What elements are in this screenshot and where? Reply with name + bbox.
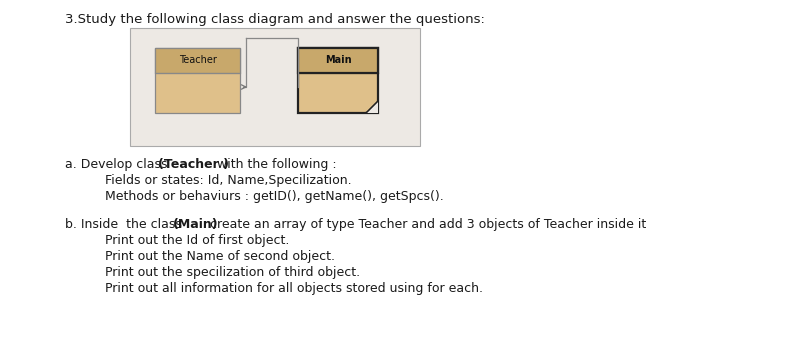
Text: a. Develop class: a. Develop class [65,158,175,171]
Text: create an array of type Teacher and add 3 objects of Teacher inside it: create an array of type Teacher and add … [206,218,646,231]
Text: Print out the Name of second object.: Print out the Name of second object. [105,250,335,263]
Text: Methods or behaviurs : getID(), getName(), getSpcs().: Methods or behaviurs : getID(), getName(… [105,190,444,203]
Text: Print out the Id of first object.: Print out the Id of first object. [105,234,290,247]
Text: Teacher: Teacher [178,55,217,65]
Text: Main: Main [325,55,351,65]
Bar [298,48,378,113]
Text: Print out all information for all objects stored using for each.: Print out all information for all object… [105,282,483,295]
Text: b. Inside  the class: b. Inside the class [65,218,186,231]
Bar [298,48,378,73]
Polygon shape [366,101,378,113]
Text: 3.Study the following class diagram and answer the questions:: 3.Study the following class diagram and … [65,13,485,26]
Text: Print out the specilization of third object.: Print out the specilization of third obj… [105,266,360,279]
Bar [155,48,240,73]
Text: (Teacher ): (Teacher ) [158,158,229,171]
Text: (Main): (Main) [173,218,218,231]
Bar [130,28,420,146]
Text: with the following :: with the following : [213,158,336,171]
Bar [155,48,240,113]
Text: Fields or states: Id, Name,Specilization.: Fields or states: Id, Name,Specilization… [105,174,352,187]
